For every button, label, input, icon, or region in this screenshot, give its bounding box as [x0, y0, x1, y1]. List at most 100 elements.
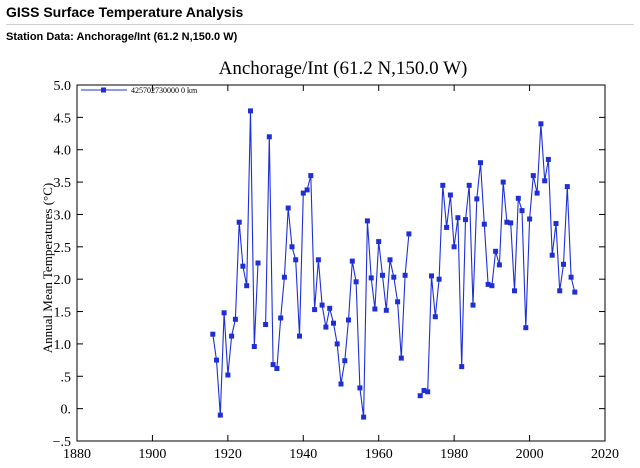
- data-point: [357, 385, 363, 391]
- plot-frame: [76, 84, 606, 442]
- data-point: [244, 283, 250, 289]
- data-point: [444, 224, 450, 230]
- data-point: [455, 215, 461, 221]
- series-line: [265, 136, 410, 418]
- x-tick-label: 1920: [214, 447, 242, 462]
- data-point: [327, 305, 333, 311]
- data-point: [368, 275, 374, 281]
- data-point: [217, 412, 223, 418]
- y-tick-label: 1.5: [54, 306, 72, 321]
- data-point: [440, 182, 446, 188]
- page-header: GISS Surface Temperature Analysis: [6, 2, 634, 25]
- data-point: [463, 217, 468, 223]
- data-point: [553, 221, 559, 226]
- data-point: [474, 196, 480, 202]
- data-point: [436, 276, 442, 282]
- data-point: [406, 231, 412, 237]
- data-point: [297, 333, 302, 339]
- data-point: [496, 262, 502, 268]
- data-point: [568, 274, 574, 280]
- data-point: [545, 156, 551, 162]
- data-point: [432, 314, 438, 320]
- data-point: [572, 289, 578, 295]
- series-line: [419, 123, 576, 397]
- legend-label: 425702730000 0 km: [131, 86, 198, 95]
- data-point: [417, 393, 423, 399]
- y-tick-label: 4.0: [54, 144, 72, 159]
- data-point: [564, 184, 570, 190]
- data-point: [493, 248, 499, 254]
- series-line: [212, 110, 259, 416]
- x-tick-label: 1960: [365, 447, 393, 462]
- data-point: [248, 108, 253, 114]
- data-point: [489, 283, 495, 289]
- data-point: [451, 244, 457, 250]
- data-point: [225, 372, 231, 378]
- data-point: [364, 218, 370, 224]
- data-point: [304, 187, 310, 193]
- data-point: [229, 333, 235, 339]
- data-point: [315, 257, 321, 263]
- data-point: [349, 258, 355, 264]
- data-point: [387, 257, 393, 263]
- data-point: [549, 252, 555, 258]
- data-point: [236, 219, 242, 225]
- data-point: [232, 316, 238, 322]
- data-point: [210, 331, 216, 337]
- data-point: [534, 190, 540, 196]
- data-point: [515, 195, 521, 201]
- data-point: [312, 307, 318, 313]
- data-point: [481, 221, 487, 227]
- data-point: [285, 205, 291, 211]
- y-tick-label: 0.: [61, 403, 72, 418]
- x-tick-label: 1980: [440, 447, 468, 462]
- data-point: [289, 244, 295, 250]
- data-point: [383, 307, 389, 313]
- data-point: [266, 134, 272, 140]
- data-point: [557, 288, 563, 294]
- data-point: [338, 381, 344, 387]
- data-point: [323, 324, 329, 330]
- y-tick-label: .5: [61, 370, 72, 385]
- data-series: [210, 108, 578, 420]
- y-axis-label: Annual Mean Temperatures (°C): [40, 183, 55, 353]
- x-tick-label: 1880: [63, 447, 91, 462]
- y-tick-label: 3.5: [54, 176, 72, 191]
- data-point: [255, 260, 261, 266]
- data-point: [504, 219, 510, 225]
- data-point: [251, 344, 257, 349]
- y-tick-label: 1.0: [54, 338, 72, 353]
- data-point: [421, 388, 427, 393]
- station-label: Station Data: Anchorage/Int (61.2 N,150.…: [6, 31, 238, 43]
- data-point: [402, 272, 408, 278]
- y-tick-label: 5.0: [54, 79, 72, 94]
- data-point: [485, 281, 491, 287]
- data-point: [519, 208, 525, 214]
- data-point: [530, 173, 536, 179]
- x-tick-label: 1940: [289, 447, 317, 462]
- data-point: [361, 414, 367, 420]
- data-point: [523, 325, 529, 331]
- data-point: [398, 355, 404, 361]
- data-point: [470, 302, 476, 308]
- data-point: [214, 357, 219, 363]
- data-point: [500, 179, 506, 185]
- y-tick-label: −.5: [53, 435, 71, 450]
- y-tick-label: 2.5: [54, 241, 72, 256]
- data-point: [391, 274, 397, 280]
- data-point: [334, 341, 340, 347]
- data-point: [459, 364, 465, 370]
- y-tick-label: 2.0: [54, 273, 72, 288]
- x-tick-label: 1900: [138, 447, 166, 462]
- chart-title: Anchorage/Int (61.2 N,150.0 W): [219, 58, 468, 79]
- y-tick-label: 3.0: [54, 208, 72, 223]
- data-point: [300, 190, 306, 196]
- data-point: [376, 239, 382, 245]
- data-point: [353, 279, 359, 285]
- data-point: [342, 358, 348, 364]
- data-point: [542, 178, 548, 184]
- data-point: [425, 389, 431, 395]
- data-point: [561, 261, 566, 267]
- data-point: [319, 302, 325, 308]
- data-point: [274, 366, 280, 371]
